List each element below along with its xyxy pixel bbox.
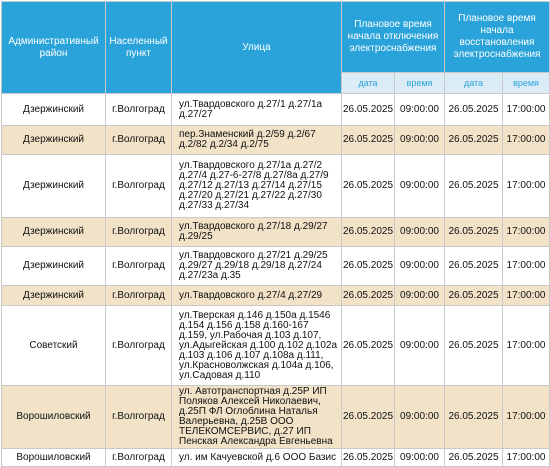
- cell-settlement: г.Волгоград: [105, 285, 172, 306]
- cell-settlement: г.Волгоград: [105, 93, 172, 126]
- cell-on-date: 26.05.2025: [444, 385, 503, 449]
- cell-on-time: 17:00:00: [502, 285, 550, 306]
- cell-settlement: г.Волгоград: [105, 385, 172, 449]
- cell-district: Советский: [1, 305, 106, 386]
- cell-on-date: 26.05.2025: [444, 154, 503, 218]
- cell-off-date: 26.05.2025: [341, 448, 395, 467]
- table-row: Дзержинский г.Волгоград ул.Твардовского …: [1, 154, 550, 218]
- cell-on-time: 17:00:00: [502, 154, 550, 218]
- cell-street: ул. им Качуевской д.6 ООО Базис: [171, 448, 342, 467]
- table-row: Дзержинский г.Волгоград ул.Твардовского …: [1, 285, 550, 306]
- cell-on-date: 26.05.2025: [444, 217, 503, 247]
- cell-on-time: 17:00:00: [502, 246, 550, 286]
- cell-off-date: 26.05.2025: [341, 93, 395, 126]
- cell-settlement: г.Волгоград: [105, 246, 172, 286]
- cell-street: ул.Твардовского д.27/4 д.27/29: [171, 285, 342, 306]
- header-restore-start: Плановое время начала восстановления эле…: [444, 1, 550, 73]
- cell-settlement: г.Волгоград: [105, 305, 172, 386]
- cell-on-date: 26.05.2025: [444, 125, 503, 155]
- cell-off-date: 26.05.2025: [341, 125, 395, 155]
- cell-on-time: 17:00:00: [502, 305, 550, 386]
- cell-off-date: 26.05.2025: [341, 154, 395, 218]
- table-row: Дзержинский г.Волгоград пер.Знаменский д…: [1, 125, 550, 155]
- cell-settlement: г.Волгоград: [105, 154, 172, 218]
- cell-off-date: 26.05.2025: [341, 217, 395, 247]
- table-row: Советский г.Волгоград ул.Тверская д.146 …: [1, 305, 550, 386]
- subheader-on-time: время: [502, 72, 550, 94]
- cell-on-time: 17:00:00: [502, 125, 550, 155]
- header-district: Административный район: [1, 1, 106, 94]
- cell-on-time: 17:00:00: [502, 217, 550, 247]
- cell-on-date: 26.05.2025: [444, 285, 503, 306]
- cell-off-time: 09:00:00: [394, 246, 445, 286]
- table-row: Дзержинский г.Волгоград ул.Твардовского …: [1, 246, 550, 286]
- cell-district: Дзержинский: [1, 246, 106, 286]
- subheader-on-date: дата: [444, 72, 503, 94]
- table-row: Дзержинский г.Волгоград ул.Твардовского …: [1, 93, 550, 126]
- cell-street: ул. Автотранспортная д.25Р ИП Поляков Ал…: [171, 385, 342, 449]
- header-outage-start: Плановое время начала отключения электро…: [341, 1, 445, 73]
- cell-on-time: 17:00:00: [502, 448, 550, 467]
- cell-district: Дзержинский: [1, 93, 106, 126]
- cell-off-time: 09:00:00: [394, 154, 445, 218]
- cell-off-date: 26.05.2025: [341, 305, 395, 386]
- cell-district: Дзержинский: [1, 154, 106, 218]
- cell-on-time: 17:00:00: [502, 93, 550, 126]
- cell-off-date: 26.05.2025: [341, 285, 395, 306]
- cell-on-date: 26.05.2025: [444, 93, 503, 126]
- subheader-off-time: время: [394, 72, 445, 94]
- cell-district: Ворошиловский: [1, 448, 106, 467]
- cell-off-time: 09:00:00: [394, 305, 445, 386]
- cell-off-time: 09:00:00: [394, 385, 445, 449]
- cell-street: ул.Тверская д.146 д.150а д.1546 д.154 д.…: [171, 305, 342, 386]
- cell-settlement: г.Волгоград: [105, 217, 172, 247]
- cell-off-time: 09:00:00: [394, 93, 445, 126]
- cell-on-date: 26.05.2025: [444, 305, 503, 386]
- cell-district: Дзержинский: [1, 125, 106, 155]
- cell-off-time: 09:00:00: [394, 448, 445, 467]
- cell-district: Дзержинский: [1, 285, 106, 306]
- cell-off-time: 09:00:00: [394, 285, 445, 306]
- cell-off-time: 09:00:00: [394, 125, 445, 155]
- subheader-off-date: дата: [341, 72, 395, 94]
- cell-street: ул.Твардовского д.27/21 д.29/25 д.29/27 …: [171, 246, 342, 286]
- cell-street: ул.Твардовского д.27/1а д.27/2 д.27/4 д.…: [171, 154, 342, 218]
- header-settlement: Населенный пункт: [105, 1, 172, 94]
- cell-settlement: г.Волгоград: [105, 448, 172, 467]
- cell-street: ул.Твардовского д.27/1 д.27/1а д.27/27: [171, 93, 342, 126]
- header-street: Улица: [171, 1, 342, 94]
- cell-district: Дзержинский: [1, 217, 106, 247]
- cell-street: пер.Знаменский д.2/59 д.2/67 д.2/82 д.2/…: [171, 125, 342, 155]
- cell-on-time: 17:00:00: [502, 385, 550, 449]
- cell-off-date: 26.05.2025: [341, 385, 395, 449]
- table-row: Дзержинский г.Волгоград ул.Твардовского …: [1, 217, 550, 247]
- cell-off-date: 26.05.2025: [341, 246, 395, 286]
- header-row: Административный район Населенный пункт …: [1, 1, 550, 94]
- table-row: Ворошиловский г.Волгоград ул. им Качуевс…: [1, 448, 550, 467]
- cell-settlement: г.Волгоград: [105, 125, 172, 155]
- cell-district: Ворошиловский: [1, 385, 106, 449]
- table-row: Ворошиловский г.Волгоград ул. Автотрансп…: [1, 385, 550, 449]
- cell-on-date: 26.05.2025: [444, 448, 503, 467]
- cell-on-date: 26.05.2025: [444, 246, 503, 286]
- cell-street: ул.Твардовского д.27/18 д.29/27 д.29/25: [171, 217, 342, 247]
- cell-off-time: 09:00:00: [394, 217, 445, 247]
